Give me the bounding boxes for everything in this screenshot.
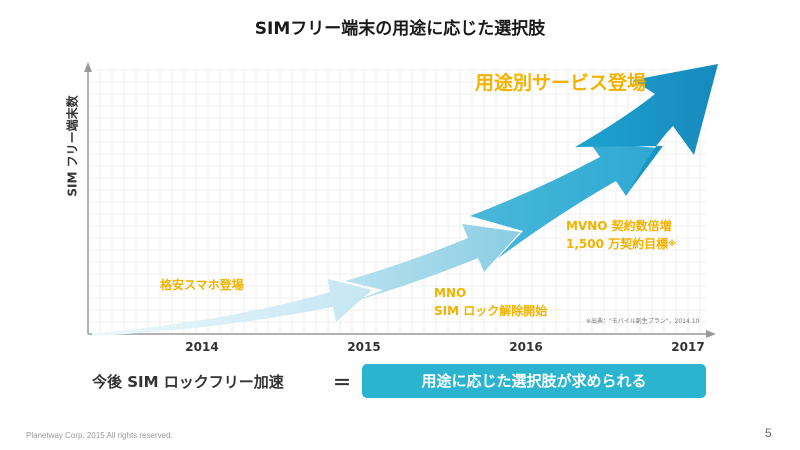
- equals-sign: ＝: [333, 373, 351, 394]
- slide-title: SIMフリー端末の用途に応じた選択肢: [254, 19, 546, 39]
- stage1-arrow: [92, 279, 372, 336]
- stage2-arrow: [345, 224, 520, 301]
- stage2-label-line2: SIM ロック解除開始: [434, 304, 548, 318]
- stage4-arrow: [575, 64, 718, 190]
- x-tick-2016: 2016: [509, 340, 543, 354]
- stage3-arrow: [470, 143, 660, 259]
- stage3-footnote-mark: ※: [668, 239, 676, 248]
- x-tick-2015: 2015: [347, 340, 381, 354]
- stage2-label: MNO SIM ロック解除開始: [434, 284, 547, 320]
- footer-copyright: Planetway Corp. 2015 All rights reserved…: [26, 431, 173, 440]
- stage4-label: 用途別サービス登場: [475, 72, 647, 94]
- stage1-label: 格安スマホ登場: [160, 278, 244, 292]
- source-note: ※出典："モバイル創生プラン"，2014.10: [586, 318, 700, 325]
- page-number: 5: [765, 426, 772, 440]
- stage3-label-line1: MVNO 契約数倍増: [566, 219, 672, 233]
- y-axis-arrow: [84, 62, 92, 72]
- stage2-label-line1: MNO: [434, 286, 467, 300]
- x-axis-arrow: [706, 330, 716, 338]
- y-axis-label: SIM フリー端末数: [65, 95, 80, 197]
- stage3-label: MVNO 契約数倍増 1,500 万契約目標※: [566, 217, 676, 253]
- equation-left: 今後 SIM ロックフリー加速: [92, 373, 284, 391]
- x-tick-2017: 2017: [671, 340, 705, 354]
- x-tick-2014: 2014: [185, 340, 219, 354]
- stage3-label-line2: 1,500 万契約目標: [566, 237, 669, 251]
- conclusion-box: 用途に応じた選択肢が求められる: [362, 364, 706, 398]
- grid: [89, 69, 706, 333]
